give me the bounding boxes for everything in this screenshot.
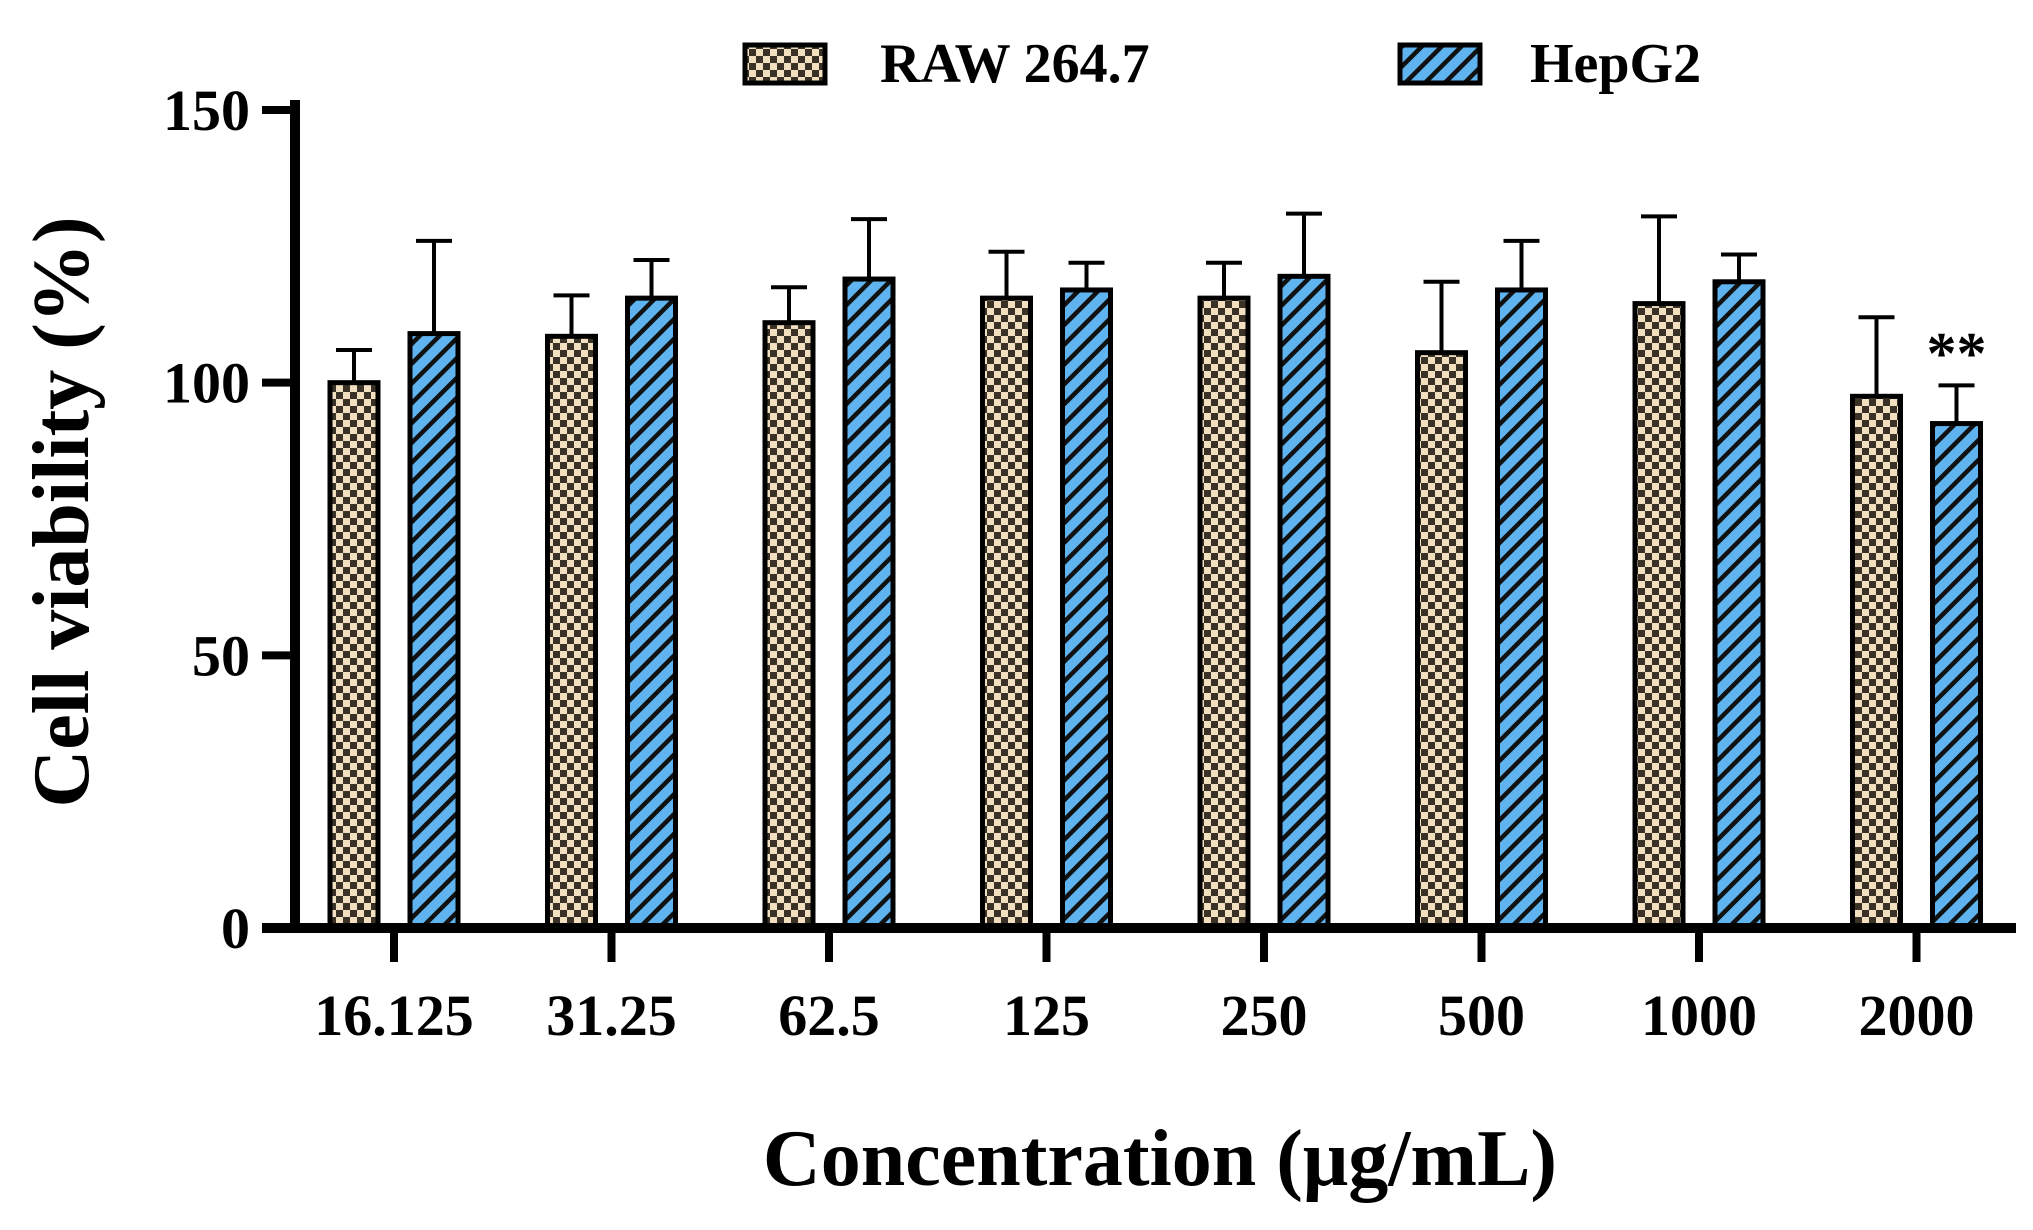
x-tick-label-500: 500 <box>1438 983 1525 1048</box>
bar-raw-62.5 <box>762 320 816 931</box>
legend-swatch-hepg2 <box>1397 42 1483 86</box>
bar-hepg2-1000 <box>1712 279 1766 931</box>
bar-hepg2-500 <box>1495 287 1548 931</box>
legend-label-hepg2: HepG2 <box>1530 33 1701 95</box>
y-tick-label-50: 50 <box>192 623 250 688</box>
bar-raw-1000 <box>1632 301 1686 931</box>
x-tick-label-16.125: 16.125 <box>314 983 474 1048</box>
bar-raw-125 <box>980 295 1033 931</box>
axes <box>262 100 2016 933</box>
bar-raw-500 <box>1415 350 1468 931</box>
y-tick-label-150: 150 <box>163 78 250 143</box>
x-axis-title: Concentration (μg/mL) <box>763 1115 1557 1203</box>
x-tick-label-31.25: 31.25 <box>546 983 677 1048</box>
legend: RAW 264.7 HepG2 <box>742 33 1701 95</box>
y-tick-label-100: 100 <box>163 351 250 416</box>
annotations-group: ** <box>1927 320 1987 386</box>
bar-raw-31.25 <box>545 333 598 931</box>
bars-group <box>327 273 1983 931</box>
legend-swatch-raw <box>742 42 828 86</box>
y-axis-title: Cell viability (%) <box>18 216 106 807</box>
bar-hepg2-125 <box>1060 287 1113 931</box>
x-ticks-group: 16.125 31.25 62.5 125 250 500 1000 2000 <box>314 928 1975 1048</box>
bar-hepg2-16.125 <box>407 331 461 931</box>
bar-hepg2-2000 <box>1930 421 1983 931</box>
bar-hepg2-250 <box>1277 273 1331 931</box>
bar-raw-16.125 <box>327 380 381 931</box>
bar-hepg2-62.5 <box>842 276 896 931</box>
x-tick-label-1000: 1000 <box>1641 983 1757 1048</box>
bar-hepg2-31.25 <box>625 295 678 931</box>
x-tick-label-62.5: 62.5 <box>778 983 880 1048</box>
x-tick-label-125: 125 <box>1003 983 1090 1048</box>
bar-raw-2000 <box>1850 393 1903 931</box>
x-tick-label-250: 250 <box>1221 983 1308 1048</box>
significance-annotation: ** <box>1927 320 1987 386</box>
error-bars-group <box>336 211 1975 424</box>
legend-label-raw: RAW 264.7 <box>880 33 1150 95</box>
bar-raw-250 <box>1197 295 1251 931</box>
x-tick-label-2000: 2000 <box>1859 983 1975 1048</box>
y-ticks-group: 0 50 100 150 <box>163 78 295 961</box>
y-tick-label-0: 0 <box>221 896 250 961</box>
